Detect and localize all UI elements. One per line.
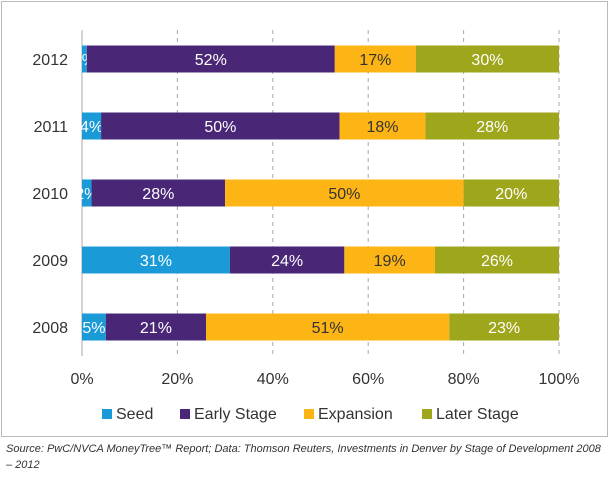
bar-segment (82, 112, 102, 140)
bar-segment (425, 112, 559, 140)
data-label: 50% (328, 186, 360, 203)
data-label: 18% (366, 119, 398, 136)
bar-segment (434, 246, 559, 274)
data-label: 24% (271, 253, 303, 270)
y-tick-label: 2010 (32, 186, 68, 203)
bar-segment (415, 45, 559, 73)
bar-segment (449, 313, 559, 341)
y-tick-label: 2009 (32, 253, 68, 270)
legend-swatch (304, 409, 314, 419)
bar-segment (229, 246, 345, 274)
data-label: 20% (495, 186, 527, 203)
data-label: 17% (359, 52, 391, 69)
data-label: 21% (140, 320, 172, 337)
x-tick-label: 100% (539, 371, 580, 388)
data-label: 19% (374, 253, 406, 270)
bar-segment (334, 45, 416, 73)
y-tick-label: 2012 (32, 52, 68, 69)
data-label: 28% (476, 119, 508, 136)
bar-segment (82, 45, 87, 73)
bar-segment (82, 313, 106, 341)
stacked-bar-chart: 1% 52% 17% 30%4% 50% 18% 28%2% 28% 50% 20%31% 24% 1… (32, 30, 579, 423)
x-tick-label: 0% (70, 371, 93, 388)
bar-segment (225, 179, 464, 207)
legend-label: Expansion (318, 406, 393, 423)
legend-label: Later Stage (436, 406, 519, 423)
bar-segment (105, 313, 207, 341)
x-tick-label: 40% (257, 371, 289, 388)
legend-swatch (422, 409, 432, 419)
legend-swatch (102, 409, 112, 419)
data-label: 52% (195, 52, 227, 69)
data-label: 51% (312, 320, 344, 337)
legend-swatch (180, 409, 190, 419)
bar-segment (82, 246, 230, 274)
data-label: 26% (481, 253, 513, 270)
year-axis-labels: 2012 2011 2010 2009 2008 (32, 52, 68, 337)
percent-axis-labels: 0% 20% 40% 60% 80% 100% (70, 371, 579, 388)
bar-segment (344, 246, 435, 274)
data-label: 50% (204, 119, 236, 136)
data-label: 4% (80, 119, 103, 136)
bar-segment (463, 179, 559, 207)
bar-segment (101, 112, 340, 140)
bar-segment (206, 313, 450, 341)
source-note: Source: PwC/NVCA MoneyTree™ Report; Data… (6, 443, 601, 471)
x-tick-label: 20% (161, 371, 193, 388)
data-label: 23% (488, 320, 520, 337)
chart-frame: 1% 52% 17% 30% 4% 50% 18% 28% 2% 28% 50% 20% 31% 24% 1… (1, 1, 608, 437)
data-label: 30% (471, 52, 503, 69)
data-label: 28% (142, 186, 174, 203)
data-label: 31% (140, 253, 172, 270)
bar-segment (82, 179, 92, 207)
data-label: 5% (82, 320, 105, 337)
bars: 1% 52% 17% 30%4% 50% 18% 28%2% 28% 50% 20%31% 24% 1… (73, 45, 559, 341)
x-tick-label: 80% (448, 371, 480, 388)
x-tick-label: 60% (352, 371, 384, 388)
bar-segment (91, 179, 226, 207)
legend: Seed Early Stage Expansion Later Stage (102, 406, 519, 423)
bar-segment (339, 112, 426, 140)
bar-segment (86, 45, 335, 73)
y-tick-label: 2011 (34, 119, 69, 136)
legend-label: Seed (116, 406, 153, 423)
y-tick-label: 2008 (32, 320, 68, 337)
legend-label: Early Stage (194, 406, 277, 423)
